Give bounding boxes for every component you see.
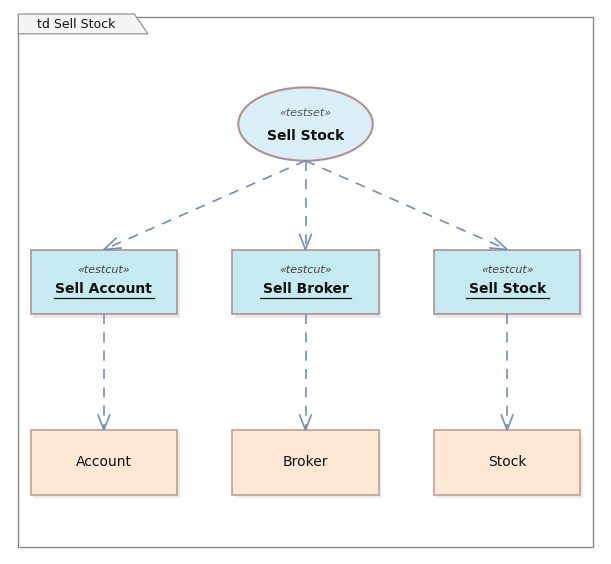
Polygon shape bbox=[18, 14, 148, 34]
FancyBboxPatch shape bbox=[31, 430, 177, 495]
Text: Sell Stock: Sell Stock bbox=[469, 282, 546, 296]
FancyBboxPatch shape bbox=[31, 249, 177, 315]
Text: Stock: Stock bbox=[488, 456, 527, 469]
Text: Sell Account: Sell Account bbox=[56, 282, 152, 296]
FancyBboxPatch shape bbox=[33, 253, 180, 318]
Text: «testcut»: «testcut» bbox=[279, 265, 332, 275]
FancyBboxPatch shape bbox=[235, 433, 381, 499]
FancyBboxPatch shape bbox=[436, 433, 583, 499]
FancyBboxPatch shape bbox=[232, 249, 379, 315]
Text: Sell Stock: Sell Stock bbox=[267, 130, 344, 143]
Text: «testcut»: «testcut» bbox=[481, 265, 533, 275]
FancyBboxPatch shape bbox=[436, 253, 583, 318]
Text: Sell Broker: Sell Broker bbox=[263, 282, 348, 296]
Text: «testcut»: «testcut» bbox=[78, 265, 130, 275]
Text: Broker: Broker bbox=[283, 456, 328, 469]
Text: td Sell Stock: td Sell Stock bbox=[37, 17, 115, 31]
FancyBboxPatch shape bbox=[235, 253, 381, 318]
FancyBboxPatch shape bbox=[232, 430, 379, 495]
FancyBboxPatch shape bbox=[434, 249, 580, 315]
FancyBboxPatch shape bbox=[33, 433, 180, 499]
Ellipse shape bbox=[238, 87, 373, 161]
Text: «testset»: «testset» bbox=[279, 108, 332, 118]
FancyBboxPatch shape bbox=[434, 430, 580, 495]
Text: Account: Account bbox=[76, 456, 132, 469]
